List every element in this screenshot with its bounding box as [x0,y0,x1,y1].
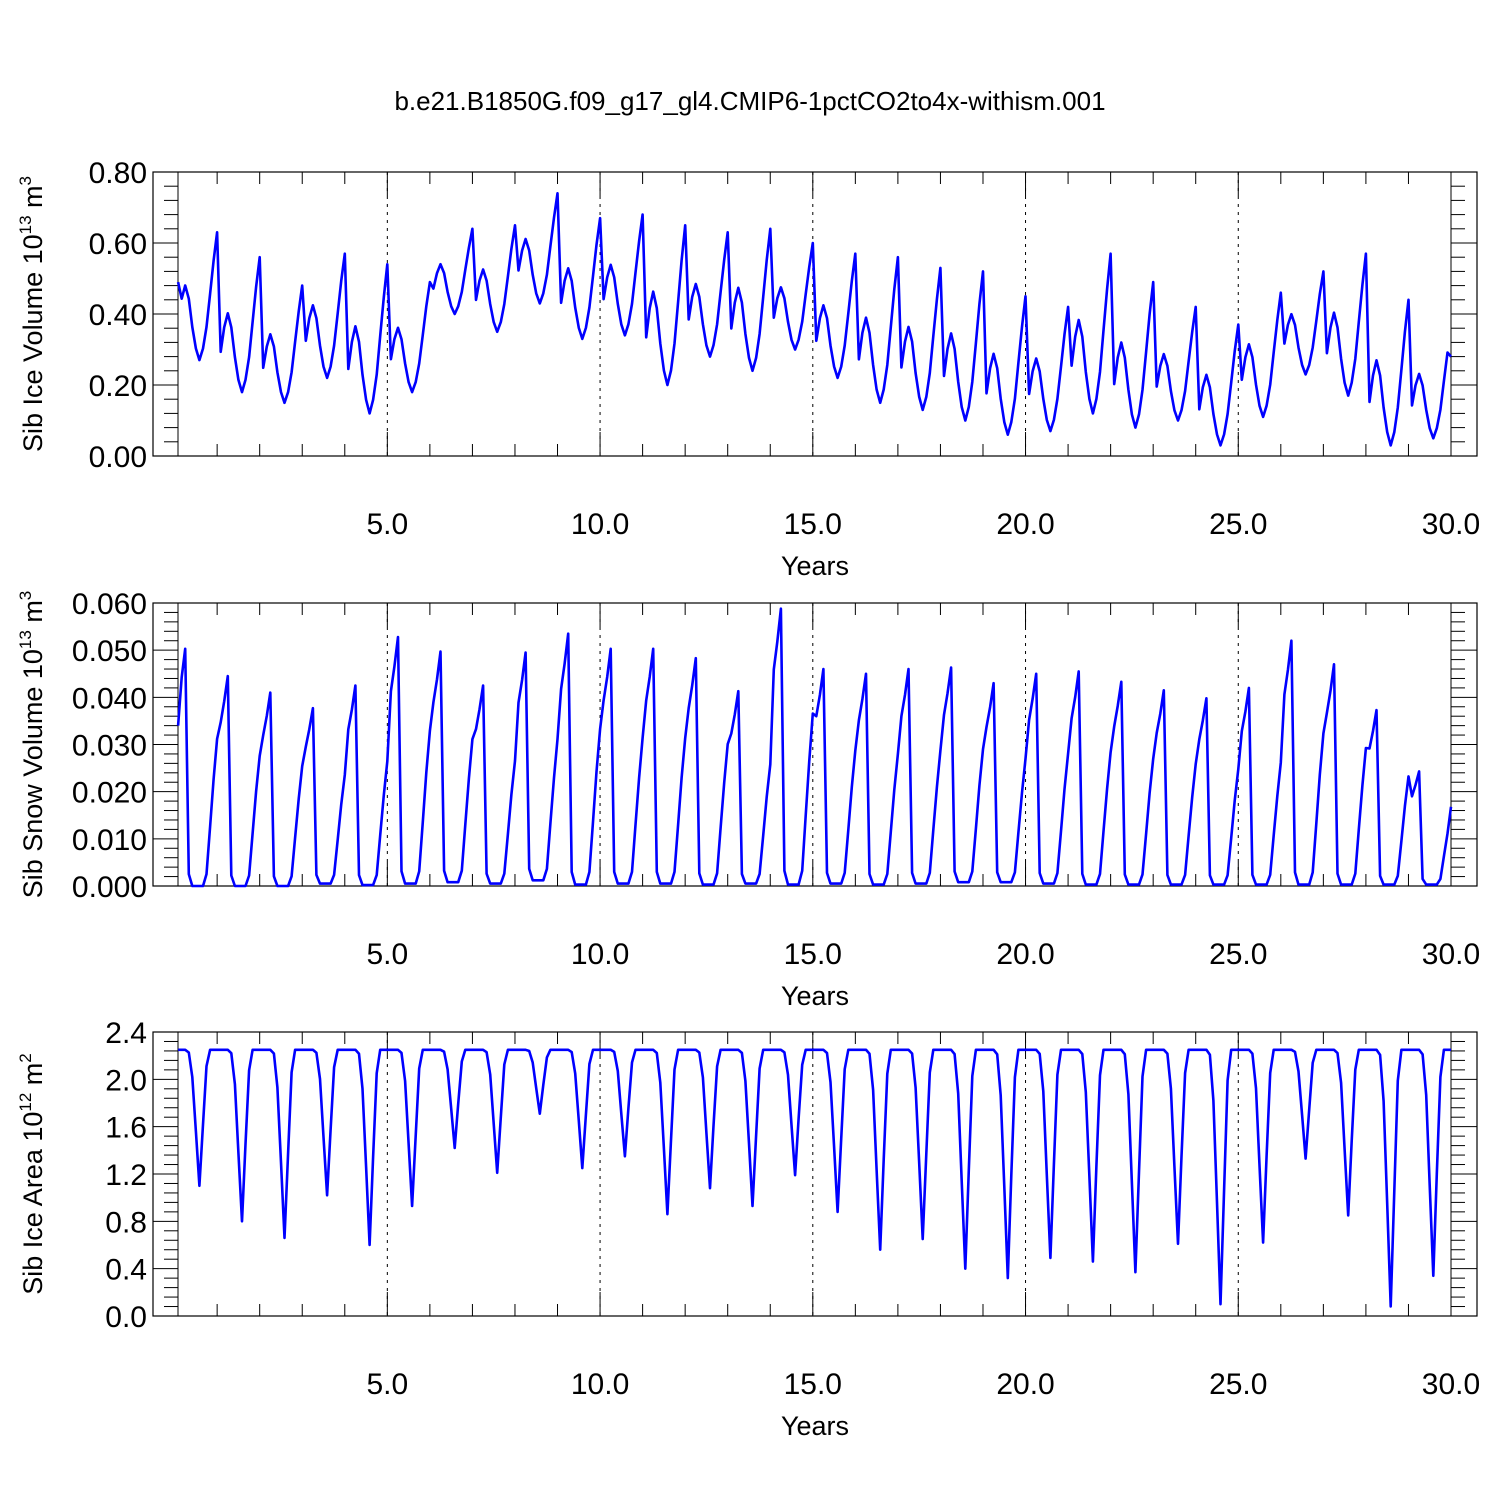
y-tick-label: 0.030 [72,730,147,763]
x-tick-label: 15.0 [784,938,842,971]
series-line [178,1048,1451,1308]
series-line [176,192,1452,447]
y-tick-label: 0.60 [89,228,147,261]
y-tick-label: 0.4 [105,1254,147,1287]
y-axis-label: Sib Ice Area 1012 m2 [16,1053,48,1295]
y-tick-label: 0.020 [72,777,147,810]
y-tick-label: 0.060 [72,588,147,621]
x-tick-label: 10.0 [571,938,629,971]
x-tick-label: 15.0 [784,508,842,541]
x-tick-label: 10.0 [571,508,629,541]
y-tick-label: 0.010 [72,824,147,857]
panel-1: 0.00 0.20 0.40 0.60 0.80 5.0 10.0 15.0 20.0 25.0 3… [16,157,1480,581]
x-axis-label: Years [781,981,849,1011]
x-tick-label: 20.0 [996,1368,1054,1401]
figure-title: b.e21.B1850G.f09_g17_gl4.CMIP6-1pctCO2to… [394,86,1105,116]
x-tick-label: 10.0 [571,1368,629,1401]
y-tick-label: 1.2 [105,1159,147,1192]
x-tick-label: 30.0 [1422,1368,1480,1401]
panel-2: 0.000 0.010 0.020 0.030 0.040 0.050 0.060 5.0 10… [16,588,1480,1011]
y-tick-label: 2.4 [105,1017,147,1050]
y-tick-label: 1.6 [105,1112,147,1145]
x-tick-label: 20.0 [996,508,1054,541]
y-axis-label: Sib Snow Volume 1013 m3 [16,591,48,899]
y-tick-label: 2.0 [105,1064,147,1097]
x-tick-label: 5.0 [366,1368,408,1401]
x-axis-label: Years [781,551,849,581]
x-tick-label: 30.0 [1422,508,1480,541]
x-tick-label: 20.0 [996,938,1054,971]
y-tick-label: 0.00 [89,441,147,474]
y-tick-label: 0.20 [89,370,147,403]
y-tick-label: 0.0 [105,1301,147,1334]
x-tick-label: 5.0 [366,508,408,541]
y-tick-label: 0.8 [105,1206,147,1239]
y-tick-label: 0.040 [72,682,147,715]
x-tick-label: 25.0 [1209,508,1267,541]
y-tick-label: 0.40 [89,299,147,332]
y-tick-label: 0.000 [72,871,147,904]
y-tick-label: 0.050 [72,635,147,668]
x-tick-label: 30.0 [1422,938,1480,971]
y-tick-label: 0.80 [89,157,147,190]
series-line [176,607,1453,888]
y-axis-label: Sib Ice Volume 1013 m3 [16,176,48,452]
x-tick-label: 25.0 [1209,938,1267,971]
panel-3: 0.0 0.4 0.8 1.2 1.6 2.0 2.4 5.0 10.0 15.0 20.0 25.0… [16,1017,1480,1441]
x-tick-label: 25.0 [1209,1368,1267,1401]
plot-frame [152,1031,1478,1317]
x-tick-label: 5.0 [366,938,408,971]
plot-frame [152,602,1478,887]
x-tick-label: 15.0 [784,1368,842,1401]
x-axis-label: Years [781,1411,849,1441]
